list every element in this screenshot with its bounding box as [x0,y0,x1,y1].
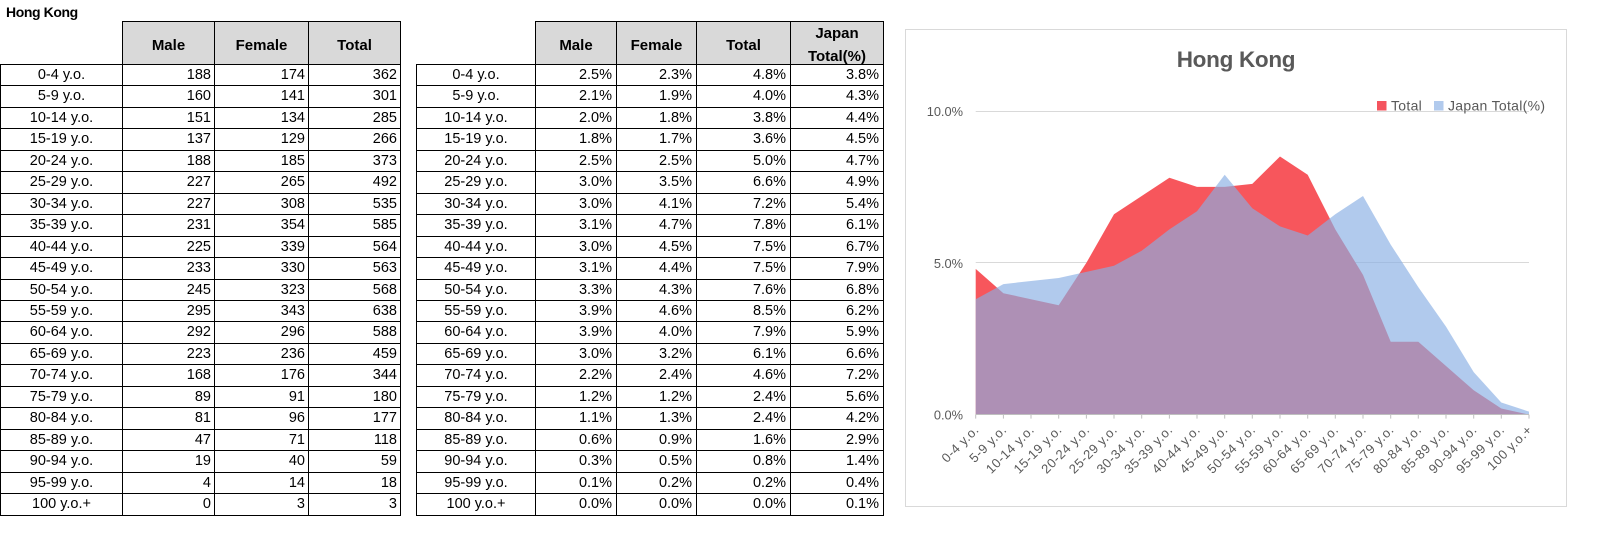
svg-text:10.0%: 10.0% [927,104,963,119]
svg-text:Japan Total(%): Japan Total(%) [1448,98,1545,114]
svg-text:Total: Total [1391,98,1422,114]
svg-text:Hong Kong: Hong Kong [1177,47,1296,72]
svg-text:5.0%: 5.0% [934,256,963,271]
svg-text:0.0%: 0.0% [934,408,963,423]
